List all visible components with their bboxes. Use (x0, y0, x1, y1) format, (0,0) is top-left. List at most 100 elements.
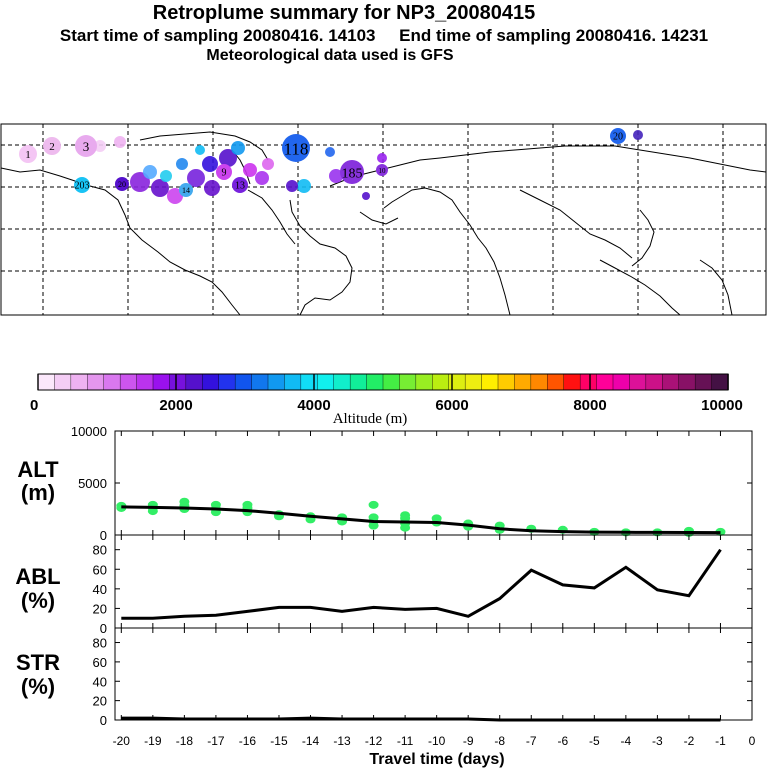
colorbar-cell (267, 373, 286, 391)
alt-x-ticks (120, 431, 721, 535)
colorbar-cell (366, 373, 384, 391)
x-tick-label: -9 (463, 734, 474, 748)
colorbar-cell (497, 373, 516, 391)
colorbar-cell (399, 373, 417, 391)
colorbar-cell (169, 373, 187, 391)
abl-line (121, 548, 722, 620)
colorbar-cell (218, 373, 236, 391)
colorbar-cell (349, 373, 368, 391)
colorbar-cell (432, 373, 450, 391)
altitude-colorbar: 0 2000 4000 6000 8000 10000 Altitude (m) (30, 373, 743, 427)
colorbar-cell (87, 373, 105, 391)
map-gridlines (1, 124, 766, 315)
met-data-label: Meteorological data used is GFS (206, 47, 454, 64)
alt-point (368, 521, 379, 530)
x-tick-label: -5 (589, 734, 600, 748)
str-panel-frame (114, 627, 753, 721)
map-cluster-label: 20 (613, 132, 623, 143)
colorbar-cell (530, 373, 548, 391)
map-cluster-marker (74, 177, 90, 193)
alt-ylabel-top: ALT (17, 457, 59, 482)
colorbar-cell (300, 373, 318, 391)
x-tick-label: -14 (302, 734, 320, 748)
colorbar-cell (481, 373, 499, 391)
plume-blob (160, 170, 172, 182)
colorbar-cell (202, 373, 220, 391)
alt-point (400, 523, 411, 532)
x-axis-label: Travel time (days) (369, 751, 504, 768)
plume-blob (94, 140, 106, 152)
x-tick-label: -18 (176, 734, 194, 748)
map-cluster-label: 20 (118, 180, 126, 189)
abl-panel: 80 60 40 20 0 ABL (%) (15, 534, 753, 636)
y-tick-label: 60 (93, 562, 107, 577)
colorbar-cell (563, 373, 581, 391)
map-cluster-marker (376, 164, 388, 176)
y-tick-label: 40 (93, 674, 107, 689)
colorbar-cell (711, 373, 729, 391)
map-cluster-label: 185 (342, 166, 363, 181)
plume-blob (202, 156, 218, 172)
plume-blob (262, 158, 274, 170)
y-tick-label: 0 (100, 713, 107, 728)
map-cluster-label: 203 (75, 181, 90, 192)
plume-blob (143, 165, 157, 179)
y-tick-label: 40 (93, 582, 107, 597)
str-x-ticks (120, 628, 721, 720)
alt-ylabel-bottom: (m) (21, 480, 55, 505)
start-time-label: Start time of sampling 20080416. 14103 (59, 26, 376, 45)
map-cluster-marker (75, 135, 97, 157)
x-tick-label: -6 (557, 734, 568, 748)
colorbar-cell (645, 373, 663, 391)
map-cluster-marker (216, 164, 232, 180)
colorbar-cell (251, 373, 269, 391)
map-cluster-marker (232, 177, 248, 193)
abl-ylabel-top: ABL (15, 564, 60, 589)
colorbar-cell (547, 373, 565, 391)
colorbar-cell (448, 373, 466, 391)
y-tick-label: 20 (93, 694, 107, 709)
map-cluster-marker (43, 137, 61, 155)
x-tick-label: -19 (144, 734, 162, 748)
retroplume-points: 1 2 3 203 118 185 20 10 14 20 9 13 (19, 128, 643, 204)
colorbar-cell (579, 373, 598, 391)
x-tick-label: -3 (652, 734, 663, 748)
abl-x-ticks (120, 535, 721, 628)
plume-blob (325, 147, 335, 157)
colorbar-xlabel: Altitude (m) (333, 411, 408, 427)
chart-title: Retroplume summary for NP3_20080415 (152, 2, 536, 24)
map-cluster-marker (610, 128, 626, 144)
end-time-label: End time of sampling 20080416. 14231 (399, 26, 709, 45)
colorbar-cell (694, 373, 713, 391)
colorbar-cell (70, 373, 88, 391)
colorbar-tick-label: 0 (30, 397, 38, 414)
colorbar-cells (37, 373, 729, 391)
y-tick-label: 80 (93, 543, 107, 558)
x-tick-label: -4 (621, 734, 632, 748)
colorbar-ticks: 0 2000 4000 6000 8000 10000 (30, 374, 743, 414)
colorbar-tick-label: 2000 (159, 397, 192, 414)
world-map: 1 2 3 203 118 185 20 10 14 20 9 13 (0, 123, 767, 316)
map-cluster-label: 13 (235, 181, 245, 192)
colorbar-cell (152, 373, 171, 391)
x-tick-label: -20 (113, 734, 131, 748)
plume-blob (176, 158, 188, 170)
colorbar-cell (317, 373, 335, 391)
y-tick-label: 0 (100, 528, 107, 543)
x-tick-label: -17 (207, 734, 225, 748)
map-cluster-label: 9 (222, 168, 227, 179)
altitude-panel: 10000 5000 0 ALT (m) (17, 424, 753, 543)
colorbar-cell (662, 373, 680, 391)
plume-blob (633, 130, 643, 140)
x-tick-label: 0 (749, 734, 756, 748)
colorbar-cell (514, 373, 532, 391)
map-cluster-label: 118 (284, 139, 309, 158)
colorbar-cell (333, 373, 351, 391)
plume-blob (362, 192, 370, 200)
abl-ylabel-bottom: (%) (21, 588, 55, 613)
map-cluster-marker (19, 145, 37, 163)
plume-blob (187, 169, 205, 187)
sampling-time-line: Start time of sampling 20080416. 14103 E… (0, 26, 768, 46)
